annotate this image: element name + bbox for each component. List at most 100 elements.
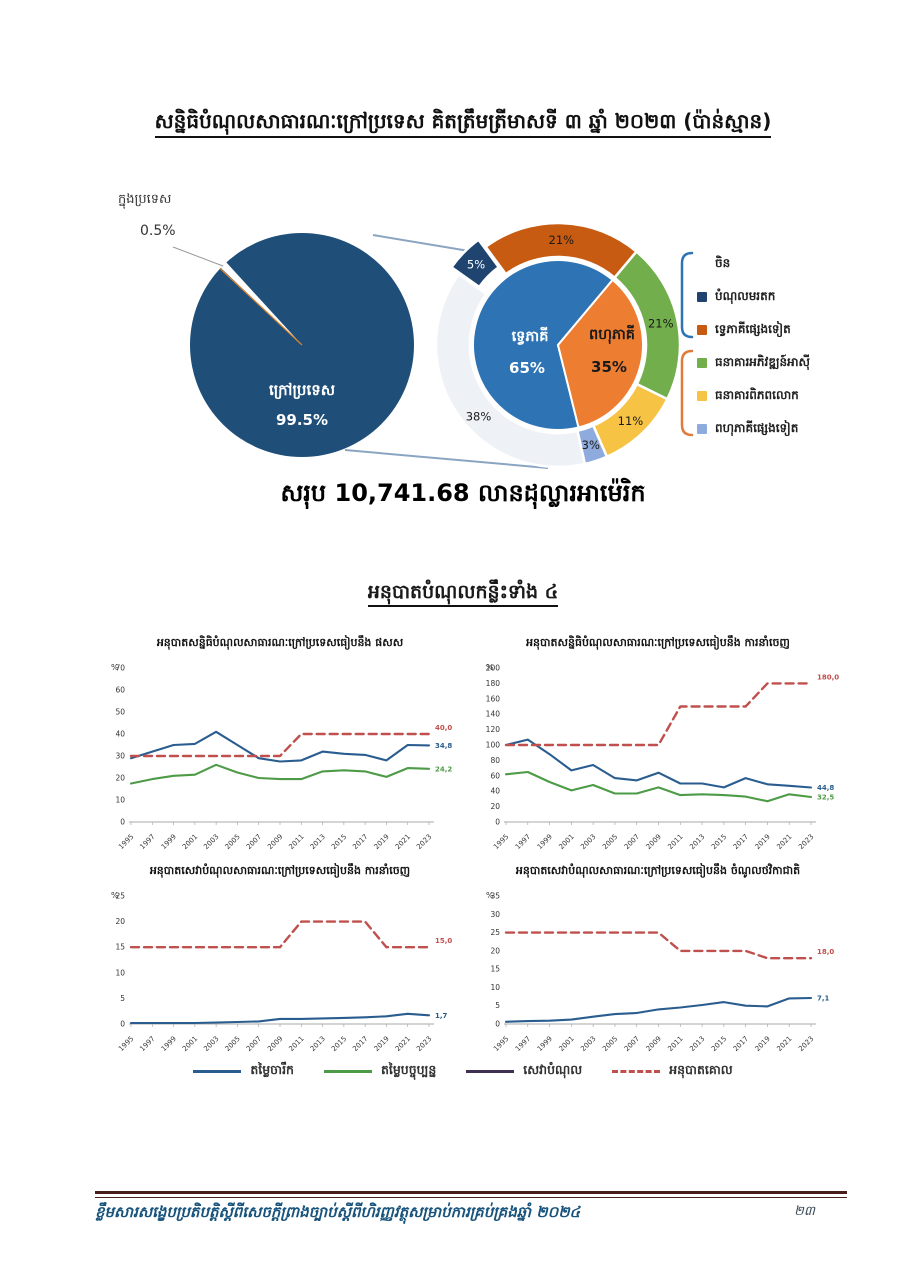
y-axis-unit-label: % — [111, 663, 119, 672]
y-axis-unit-label: % — [111, 891, 119, 900]
legend-swatch-icon — [697, 390, 707, 401]
x-tick-label: 2015 — [710, 1035, 728, 1053]
donut-inner-slice — [556, 278, 644, 429]
legend-swatch-icon — [697, 259, 707, 269]
domestic-pct-label: 0.5% — [140, 223, 176, 239]
label-leader-line — [172, 246, 224, 267]
donut-segment-pct-label: 38% — [466, 410, 492, 424]
donut-inner-label: ពហុភាគី — [589, 324, 635, 344]
series-legend-label: តម្លៃចារឹក — [250, 1062, 294, 1077]
x-tick-label: 2011 — [287, 833, 305, 851]
donut-legend-label: ទ្វេភាគីផ្សេងទៀត — [715, 321, 791, 336]
chart-debt-stock-to-gdp: អនុបាតសន្និធិបំណុលសាធារណៈក្រៅប្រទេសធៀបនឹ… — [95, 636, 465, 868]
series-end-value-label: 7,1 — [817, 995, 830, 1003]
x-tick-label: 2007 — [245, 1035, 263, 1053]
y-tick-label: 160 — [486, 694, 501, 703]
x-tick-label: 2001 — [181, 1035, 199, 1053]
donut-legend-item: ធនាគារពិភពលោក — [697, 379, 897, 412]
x-tick-label: 2021 — [775, 833, 793, 851]
x-tick-label: 2015 — [330, 1035, 348, 1053]
value-series-line — [129, 730, 431, 763]
chart-title: អនុបាតសេវាបំណុលសាធារណៈក្រៅប្រទេសធៀបនឹង ក… — [149, 864, 411, 877]
y-tick-label: 80 — [490, 756, 500, 765]
connector-line — [344, 449, 549, 469]
line-chart-svg: % 0 20 40 60 80 100 120 140 160 180 200 1995 1997 1999… — [486, 663, 840, 851]
donut-legend: ចិន បំណុលមរតក ទ្វេភាគីផ្សេងទៀត ធនាគារអភិវឌ្… — [680, 247, 897, 445]
donut-legend-item: ទ្វេភាគីផ្សេងទៀត — [697, 313, 897, 346]
x-tick-label: 2005 — [601, 833, 619, 851]
y-tick-label: 15 — [490, 965, 500, 974]
donut-legend-item: បំណុលមរតក — [697, 280, 897, 313]
series-end-value-label: 15,0 — [435, 937, 452, 945]
x-tick-label: 2023 — [797, 1035, 815, 1053]
x-tick-label: 2003 — [579, 833, 597, 851]
y-tick-label: 40 — [115, 730, 125, 739]
benchmark-series-line — [129, 920, 431, 949]
legend-swatch-icon — [697, 357, 707, 368]
donut-legend-item: ពហុភាគីផ្សេងទៀត — [697, 412, 897, 445]
series-end-value-label: 24,2 — [435, 765, 452, 773]
x-tick-label: 2019 — [754, 833, 772, 851]
series-end-value-label: 1,7 — [435, 1012, 448, 1020]
x-tick-label: 2017 — [351, 1035, 369, 1053]
x-tick-label: 2005 — [224, 833, 242, 851]
x-tick-label: 2009 — [645, 833, 663, 851]
donut-segment-pct-label: 11% — [618, 414, 644, 428]
y-tick-label: 20 — [490, 802, 500, 811]
series-legend: តម្លៃចារឹក តម្លៃបច្ចុប្បន្ន សេវាបំណុល អនុបា… — [78, 1062, 848, 1081]
x-tick-label: 2001 — [558, 833, 576, 851]
series-end-value-label: 180,0 — [817, 673, 839, 681]
footer-rule — [95, 1191, 847, 1198]
x-tick-label: 2013 — [309, 833, 327, 851]
x-tick-label: 2007 — [623, 1035, 641, 1053]
y-tick-label: 200 — [486, 664, 501, 673]
series-legend-label: តម្លៃបច្ចុប្បន្ន — [380, 1062, 437, 1077]
donut-segment-pct-label: 3% — [582, 438, 600, 452]
x-tick-label: 2021 — [775, 1035, 793, 1053]
chart-debt-service-to-revenue: អនុបាតសេវាបំណុលសាធារណៈក្រៅប្រទេសធៀបនឹង ច… — [470, 864, 846, 1070]
x-tick-label: 2013 — [688, 1035, 706, 1053]
y-tick-label: 10 — [115, 796, 125, 805]
y-axis-unit-label: % — [486, 891, 494, 900]
series-line-sample-icon — [466, 1070, 515, 1073]
benchmark-series-line — [504, 931, 813, 960]
series-end-value-label: 32,5 — [817, 793, 834, 801]
value-series-line — [129, 1012, 431, 1025]
x-tick-label: 2003 — [579, 1035, 597, 1053]
x-tick-label: 1995 — [492, 1035, 510, 1053]
benchmark-series-line — [504, 682, 813, 747]
x-tick-label: 2017 — [732, 1035, 750, 1053]
page-title-text: សន្និធិបំណុលសាធារណៈក្រៅប្រទេស គិតត្រឹមត្… — [154, 109, 772, 138]
series-end-value-label: 34,8 — [435, 742, 452, 750]
x-tick-label: 2021 — [394, 833, 412, 851]
legend-group-brackets-icon — [680, 251, 694, 437]
donut-legend-label: បំណុលមរតក — [715, 288, 776, 303]
series-line-sample-icon — [193, 1070, 242, 1073]
x-tick-label: 2015 — [330, 833, 348, 851]
y-tick-label: 30 — [490, 910, 500, 919]
debt-stock-pie-donut-figure: ក្នុងប្រទេស 0.5% ក្រៅប្រទេស 99.5% 21% 11% 3% 38… — [118, 192, 682, 469]
chart-plot-area: % 0 20 40 60 80 100 120 140 160 180 200 1995 1997 1999… — [470, 656, 846, 868]
total-debt-line: សរុប 10,741.68 លានដុល្លារអាម៉េរិក — [280, 479, 646, 507]
y-tick-label: 15 — [115, 943, 125, 952]
page-title: សន្និធិបំណុលសាធារណៈក្រៅប្រទេស គិតត្រឹមត្… — [78, 108, 848, 138]
series-legend-label: សេវាបំណុល — [523, 1062, 583, 1077]
x-tick-label: 2023 — [415, 833, 433, 851]
multilateral-bracket-icon — [680, 349, 694, 437]
x-tick-label: 2003 — [202, 1035, 220, 1053]
x-tick-label: 2007 — [245, 833, 263, 851]
donut-legend-items: ចិន បំណុលមរតក ទ្វេភាគីផ្សេងទៀត ធនាគារអភិវឌ្… — [697, 247, 897, 445]
pie-domestic-slice — [220, 262, 302, 345]
donut-legend-label: ចិន — [715, 255, 731, 270]
x-tick-label: 1999 — [160, 1035, 178, 1053]
series-legend-item: សេវាបំណុល — [466, 1062, 582, 1081]
y-tick-label: 5 — [120, 994, 125, 1003]
x-tick-label: 1995 — [492, 833, 510, 851]
y-tick-label: 10 — [115, 968, 125, 977]
series-legend-label: អនុបាតគោល — [669, 1062, 733, 1077]
x-tick-label: 2011 — [287, 1035, 305, 1053]
x-tick-label: 2009 — [266, 1035, 284, 1053]
y-tick-label: 5 — [495, 1001, 500, 1010]
x-tick-label: 1999 — [536, 1035, 554, 1053]
